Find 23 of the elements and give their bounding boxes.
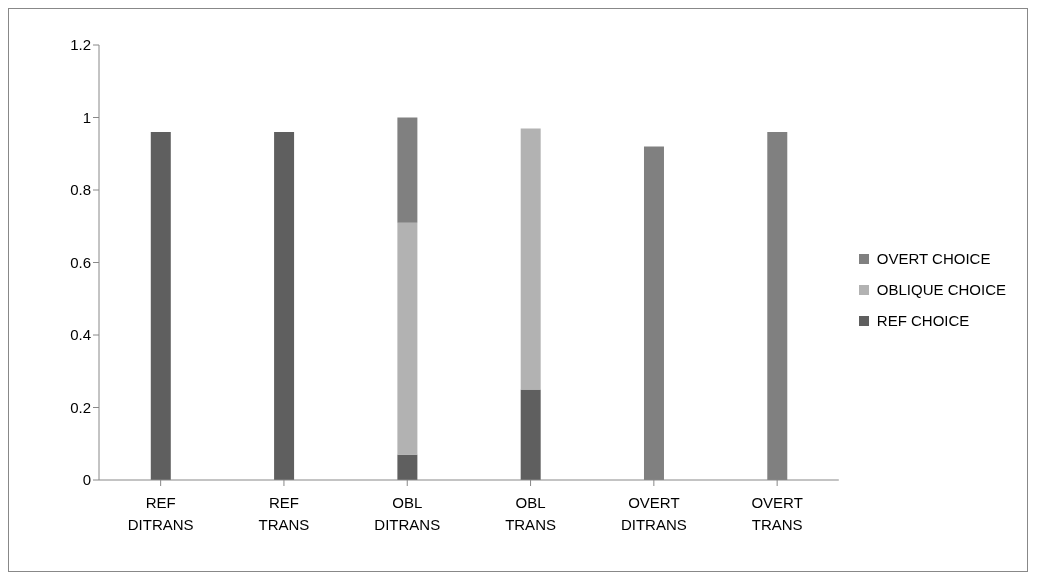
bar xyxy=(150,132,171,480)
x-tick-label: OVERT TRANS xyxy=(751,494,803,533)
bar xyxy=(397,222,418,455)
y-tick-label: 0.4 xyxy=(70,326,91,344)
y-tick-label: 1 xyxy=(82,108,91,126)
legend-label: OBLIQUE CHOICE xyxy=(876,281,1006,298)
bar xyxy=(397,454,418,480)
y-tick-label: 0.2 xyxy=(70,398,91,416)
x-tick-label: OBL DITRANS xyxy=(374,494,441,533)
x-tick-label: REF TRANS xyxy=(258,494,310,533)
bar xyxy=(397,117,418,223)
bar xyxy=(520,128,541,390)
y-tick-label: 0 xyxy=(82,471,91,489)
bar xyxy=(520,389,541,480)
y-tick-label: 0.8 xyxy=(70,181,91,199)
bar xyxy=(274,132,295,480)
x-tick-label: REF DITRANS xyxy=(127,494,194,533)
y-tick-label: 1.2 xyxy=(70,36,91,54)
legend-label: REF CHOICE xyxy=(876,312,970,329)
x-tick-label: OBL TRANS xyxy=(505,494,556,533)
y-tick-label: 0.6 xyxy=(70,253,91,271)
legend-label: OVERT CHOICE xyxy=(876,250,991,267)
x-tick-label: OVERT DITRANS xyxy=(620,494,687,533)
